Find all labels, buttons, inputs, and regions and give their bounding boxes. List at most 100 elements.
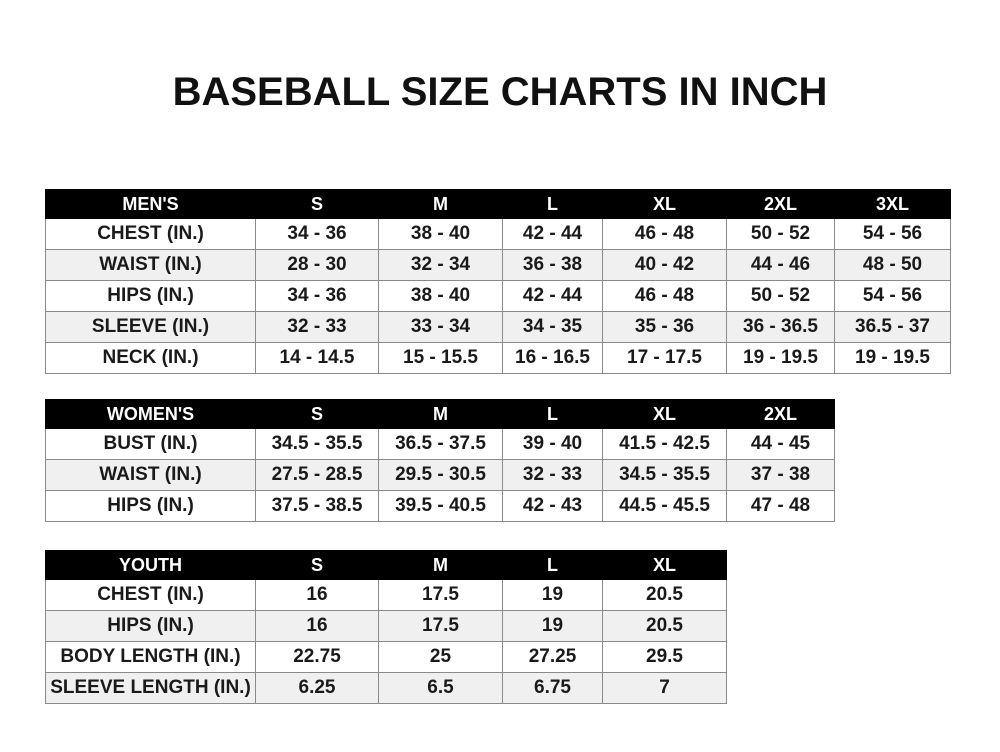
column-header: M <box>378 399 503 429</box>
size-cell: 25 <box>378 641 503 673</box>
column-header: L <box>502 550 603 580</box>
size-cell: 16 <box>255 579 379 611</box>
table-row: CHEST (IN.) 16 17.5 19 20.5 <box>45 579 727 611</box>
row-label: HIPS (IN.) <box>45 490 256 522</box>
size-cell: 38 - 40 <box>378 280 503 312</box>
size-cell: 17 - 17.5 <box>602 342 727 374</box>
column-header: S <box>255 399 379 429</box>
row-label: CHEST (IN.) <box>45 218 256 250</box>
size-cell: 39 - 40 <box>502 428 603 460</box>
size-cell: 46 - 48 <box>602 218 727 250</box>
row-label: HIPS (IN.) <box>45 280 256 312</box>
row-label: SLEEVE LENGTH (IN.) <box>45 672 256 704</box>
table-row: HIPS (IN.) 16 17.5 19 20.5 <box>45 610 727 642</box>
header-row: YOUTH S M L XL <box>45 550 727 580</box>
row-label: WAIST (IN.) <box>45 249 256 281</box>
size-cell: 32 - 33 <box>502 459 603 491</box>
column-header: S <box>255 550 379 580</box>
column-header: 3XL <box>834 189 951 219</box>
size-cell: 48 - 50 <box>834 249 951 281</box>
column-header: 2XL <box>726 189 835 219</box>
size-cell: 19 <box>502 610 603 642</box>
column-header: XL <box>602 399 727 429</box>
size-cell: 42 - 43 <box>502 490 603 522</box>
table-row: NECK (IN.) 14 - 14.5 15 - 15.5 16 - 16.5 17 … <box>45 342 951 374</box>
size-cell: 37 - 38 <box>726 459 835 491</box>
size-cell: 22.75 <box>255 641 379 673</box>
row-label: BUST (IN.) <box>45 428 256 460</box>
size-cell: 34 - 36 <box>255 218 379 250</box>
column-header: WOMEN'S <box>45 399 256 429</box>
row-label: SLEEVE (IN.) <box>45 311 256 343</box>
row-label: BODY LENGTH (IN.) <box>45 641 256 673</box>
size-cell: 42 - 44 <box>502 218 603 250</box>
row-label: WAIST (IN.) <box>45 459 256 491</box>
size-cell: 44 - 45 <box>726 428 835 460</box>
column-header: L <box>502 399 603 429</box>
size-cell: 36.5 - 37.5 <box>378 428 503 460</box>
mens-size-table: MEN'S S M L XL 2XL 3XL CHEST (IN.) 34 - 36 38 - 4… <box>45 189 951 374</box>
size-cell: 37.5 - 38.5 <box>255 490 379 522</box>
size-cell: 36.5 - 37 <box>834 311 951 343</box>
column-header: M <box>378 550 503 580</box>
size-cell: 29.5 <box>602 641 727 673</box>
size-cell: 36 - 36.5 <box>726 311 835 343</box>
size-cell: 14 - 14.5 <box>255 342 379 374</box>
size-cell: 6.25 <box>255 672 379 704</box>
column-header: L <box>502 189 603 219</box>
size-cell: 54 - 56 <box>834 280 951 312</box>
youth-size-table: YOUTH S M L XL CHEST (IN.) 16 17.5 19 20.5 HIPS (I… <box>45 550 727 704</box>
table-row: HIPS (IN.) 34 - 36 38 - 40 42 - 44 46 - 48 50… <box>45 280 951 312</box>
column-header: XL <box>602 550 727 580</box>
column-header: S <box>255 189 379 219</box>
header-row: WOMEN'S S M L XL 2XL <box>45 399 835 429</box>
size-cell: 28 - 30 <box>255 249 379 281</box>
column-header: XL <box>602 189 727 219</box>
size-cell: 7 <box>602 672 727 704</box>
size-cell: 40 - 42 <box>602 249 727 281</box>
size-cell: 20.5 <box>602 579 727 611</box>
column-header: M <box>378 189 503 219</box>
size-cell: 29.5 - 30.5 <box>378 459 503 491</box>
size-cell: 19 <box>502 579 603 611</box>
page-title: BASEBALL SIZE CHARTS IN INCH <box>172 70 828 114</box>
table-row: SLEEVE LENGTH (IN.) 6.25 6.5 6.75 7 <box>45 672 727 704</box>
column-header: MEN'S <box>45 189 256 219</box>
size-cell: 27.25 <box>502 641 603 673</box>
size-cell: 54 - 56 <box>834 218 951 250</box>
size-cell: 33 - 34 <box>378 311 503 343</box>
table-row: HIPS (IN.) 37.5 - 38.5 39.5 - 40.5 42 - 43 4… <box>45 490 835 522</box>
size-cell: 36 - 38 <box>502 249 603 281</box>
size-cell: 19 - 19.5 <box>726 342 835 374</box>
row-label: NECK (IN.) <box>45 342 256 374</box>
size-cell: 47 - 48 <box>726 490 835 522</box>
header-row: MEN'S S M L XL 2XL 3XL <box>45 189 951 219</box>
row-label: HIPS (IN.) <box>45 610 256 642</box>
size-cell: 39.5 - 40.5 <box>378 490 503 522</box>
table-row: BODY LENGTH (IN.) 22.75 25 27.25 29.5 <box>45 641 727 673</box>
size-cell: 35 - 36 <box>602 311 727 343</box>
size-cell: 6.75 <box>502 672 603 704</box>
size-cell: 15 - 15.5 <box>378 342 503 374</box>
size-cell: 17.5 <box>378 610 503 642</box>
table-row: WAIST (IN.) 27.5 - 28.5 29.5 - 30.5 32 - 33… <box>45 459 835 491</box>
size-cell: 6.5 <box>378 672 503 704</box>
size-cell: 34.5 - 35.5 <box>602 459 727 491</box>
table-row: BUST (IN.) 34.5 - 35.5 36.5 - 37.5 39 - 40 4… <box>45 428 835 460</box>
row-label: CHEST (IN.) <box>45 579 256 611</box>
size-cell: 44.5 - 45.5 <box>602 490 727 522</box>
size-cell: 34.5 - 35.5 <box>255 428 379 460</box>
size-cell: 17.5 <box>378 579 503 611</box>
size-cell: 50 - 52 <box>726 280 835 312</box>
size-cell: 16 - 16.5 <box>502 342 603 374</box>
size-cell: 20.5 <box>602 610 727 642</box>
table-row: SLEEVE (IN.) 32 - 33 33 - 34 34 - 35 35 - 36… <box>45 311 951 343</box>
size-cell: 38 - 40 <box>378 218 503 250</box>
size-cell: 32 - 33 <box>255 311 379 343</box>
size-cell: 32 - 34 <box>378 249 503 281</box>
column-header: 2XL <box>726 399 835 429</box>
size-cell: 44 - 46 <box>726 249 835 281</box>
size-cell: 19 - 19.5 <box>834 342 951 374</box>
size-cell: 42 - 44 <box>502 280 603 312</box>
table-row: WAIST (IN.) 28 - 30 32 - 34 36 - 38 40 - 42 4… <box>45 249 951 281</box>
